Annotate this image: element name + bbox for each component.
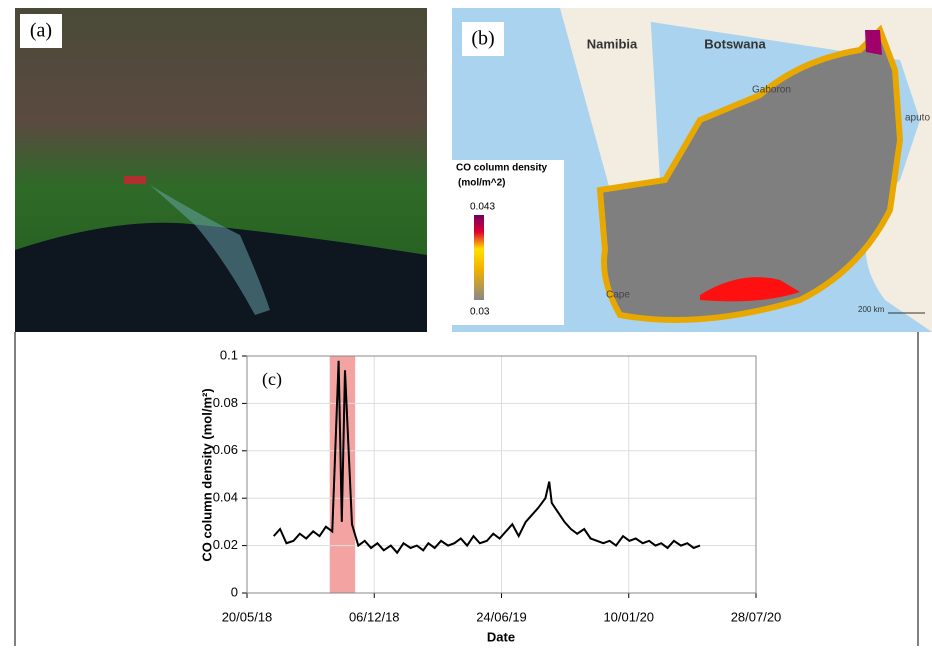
smoke-plume [150, 185, 270, 315]
y-tick-label: 0.1 [220, 347, 238, 362]
y-tick-label: 0.08 [213, 395, 238, 410]
legend-unit: (mol/m^2) [458, 178, 506, 189]
y-tick-label: 0.04 [213, 490, 238, 505]
x-tick-label: 10/01/20 [603, 609, 654, 624]
line-chart: CO column density (mol/m²) Date (c) 0 0.0… [199, 347, 781, 644]
y-tick-label: 0.02 [213, 537, 238, 552]
x-axis-label: Date [487, 629, 515, 644]
data-line [272, 360, 701, 555]
panel-label: (c) [262, 369, 282, 390]
y-tick-label: 0.06 [213, 442, 238, 457]
label-box [20, 14, 62, 48]
legend-box [452, 160, 564, 325]
hotspot [700, 277, 800, 302]
satellite-panel: (a) [15, 8, 427, 332]
panel-label: (a) [30, 20, 52, 42]
land [560, 8, 932, 332]
label-box [462, 22, 504, 56]
x-tick-label: 24/06/19 [476, 609, 527, 624]
x-tick-label: 20/05/18 [222, 609, 273, 624]
place: Botswana [704, 36, 766, 51]
place: Cape [606, 290, 630, 301]
ocean [15, 222, 427, 332]
panel-label: (b) [471, 28, 494, 50]
hotspot [865, 30, 882, 55]
place: Gaboron [752, 85, 791, 96]
place: aputo [905, 113, 930, 124]
y-axis-label: CO column density (mol/m²) [199, 388, 214, 561]
legend-min: 0.03 [470, 307, 490, 318]
scale-bar: 200 km [858, 305, 885, 314]
south-africa [596, 24, 904, 323]
grid [246, 355, 757, 594]
fire [124, 176, 146, 184]
y-tick-label: 0 [231, 584, 238, 599]
x-tick-label: 06/12/18 [349, 609, 400, 624]
map-panel: Namibia Botswana Gaboron aputo Cape CO c… [452, 8, 932, 332]
color-scale [474, 215, 484, 300]
legend-max: 0.043 [470, 202, 495, 213]
plot-frame [246, 355, 757, 594]
x-tick-label: 28/07/20 [731, 609, 782, 624]
legend-title: CO column density [456, 163, 548, 174]
place: Namibia [587, 36, 638, 51]
